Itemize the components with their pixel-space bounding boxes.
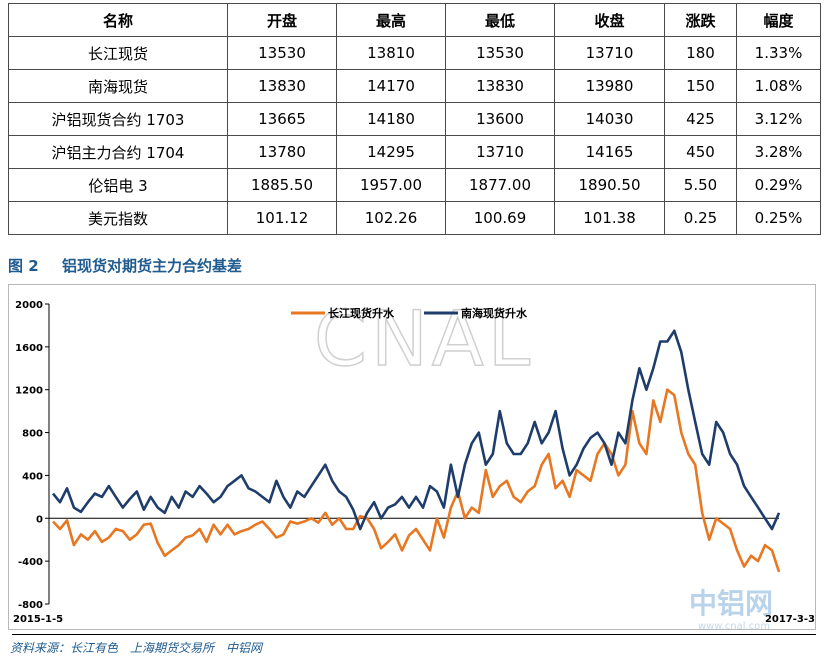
cell-change: 425 [664, 102, 737, 136]
y-tick-label: 1200 [15, 386, 43, 397]
legend-label-2: 南海现货升水 [461, 306, 528, 320]
cell-percent: 3.12% [736, 102, 821, 136]
y-tick-label: 0 [36, 514, 43, 525]
cell-low: 100.69 [445, 201, 555, 235]
cell-open: 101.12 [227, 201, 337, 235]
cell-low: 13830 [445, 69, 555, 103]
cell-name: 长江现货 [8, 36, 228, 70]
x-tick-label-end: 2017-3-3 [765, 614, 815, 625]
header-high: 最高 [336, 3, 446, 37]
cell-high: 1957.00 [336, 168, 446, 202]
cell-name: 美元指数 [8, 201, 228, 235]
y-tick-label: 800 [22, 429, 43, 440]
figure-caption: 图 2 铝现货对期货主力合约基差 [8, 255, 242, 276]
cell-percent: 1.33% [736, 36, 821, 70]
chart-frame: CNAL 中铝网 www.cnal.com -800 -400 0 400 800 1200 16… [8, 284, 816, 631]
cell-name: 南海现货 [8, 69, 228, 103]
cell-percent: 1.08% [736, 69, 821, 103]
cell-low: 13600 [445, 102, 555, 136]
cell-change: 180 [664, 36, 737, 70]
cell-close: 101.38 [554, 201, 665, 235]
cell-name: 沪铝主力合约 1704 [8, 135, 228, 169]
series-line-1 [52, 388, 781, 573]
cell-open: 13780 [227, 135, 337, 169]
table-row: 沪铝主力合约 1704 13780 14295 13710 14165 450 … [8, 135, 821, 169]
cell-open: 1885.50 [227, 168, 337, 202]
cell-low: 13530 [445, 36, 555, 70]
cell-low: 13710 [445, 135, 555, 169]
y-tick-label: 1600 [15, 343, 43, 354]
x-tick-label-start: 2015-1-5 [13, 614, 63, 625]
cell-high: 14295 [336, 135, 446, 169]
y-tick-label: 400 [22, 471, 43, 482]
cell-change: 150 [664, 69, 737, 103]
y-tick-label: -400 [18, 557, 43, 568]
cell-close: 13980 [554, 69, 665, 103]
figure-number: 图 2 [8, 257, 39, 275]
table-row: 沪铝现货合约 1703 13665 14180 13600 14030 425 … [8, 102, 821, 136]
watermark-logo-text: 中铝网 [689, 587, 773, 620]
cell-close: 1890.50 [554, 168, 665, 202]
cell-change: 5.50 [664, 168, 737, 202]
header-low: 最低 [445, 3, 555, 37]
cell-low: 1877.00 [445, 168, 555, 202]
cell-name: 伦铝电 3 [8, 168, 228, 202]
y-tick-label: -800 [18, 600, 43, 611]
cell-open: 13665 [227, 102, 337, 136]
cell-high: 14180 [336, 102, 446, 136]
cell-high: 13810 [336, 36, 446, 70]
cell-close: 14030 [554, 102, 665, 136]
cell-close: 13710 [554, 36, 665, 70]
y-tick-label: 2000 [15, 300, 43, 311]
cell-change: 450 [664, 135, 737, 169]
cell-high: 102.26 [336, 201, 446, 235]
cell-open: 13830 [227, 69, 337, 103]
header-close: 收盘 [554, 3, 665, 37]
table-row: 长江现货 13530 13810 13530 13710 180 1.33% [8, 36, 821, 70]
cell-percent: 0.25% [736, 201, 821, 235]
header-change: 涨跌 [664, 3, 737, 37]
table-row: 美元指数 101.12 102.26 100.69 101.38 0.25 0.… [8, 201, 821, 235]
source-note: 资料来源：长江有色 上海期货交易所 中铝网 [10, 641, 263, 655]
cell-percent: 0.29% [736, 168, 821, 202]
header-open: 开盘 [227, 3, 337, 37]
watermark-text: CNAL [314, 294, 534, 383]
cell-high: 14170 [336, 69, 446, 103]
figure-title: 铝现货对期货主力合约基差 [62, 257, 243, 275]
legend-label-1: 长江现货升水 [328, 306, 395, 320]
header-name: 名称 [8, 3, 228, 37]
cell-close: 14165 [554, 135, 665, 169]
cell-open: 13530 [227, 36, 337, 70]
quote-table: 名称 开盘 最高 最低 收盘 涨跌 幅度 长江现货 13530 13810 13… [8, 3, 821, 235]
source-divider [12, 634, 816, 635]
cell-name: 沪铝现货合约 1703 [8, 102, 228, 136]
header-percent: 幅度 [736, 3, 821, 37]
table-row: 伦铝电 3 1885.50 1957.00 1877.00 1890.50 5.… [8, 168, 821, 202]
table-header-row: 名称 开盘 最高 最低 收盘 涨跌 幅度 [8, 3, 821, 37]
table-row: 南海现货 13830 14170 13830 13980 150 1.08% [8, 69, 821, 103]
series-line-2 [51, 329, 781, 531]
watermark-url-text: www.cnal.com [698, 621, 770, 631]
cell-change: 0.25 [664, 201, 737, 235]
cell-percent: 3.28% [736, 135, 821, 169]
